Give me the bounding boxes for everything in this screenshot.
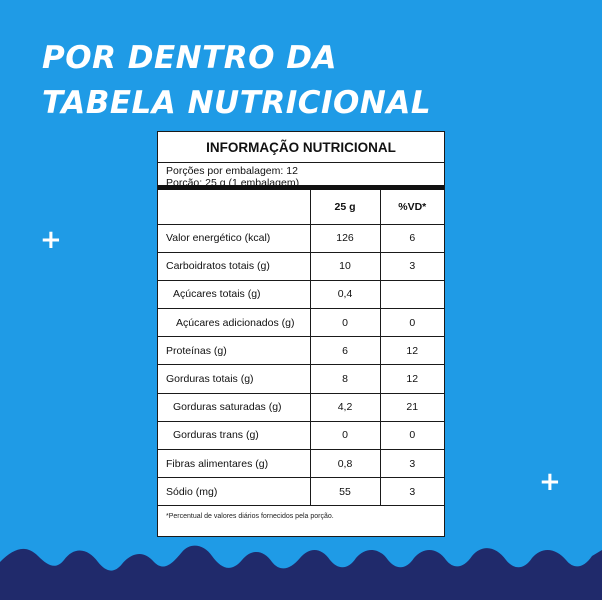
serving-size: Porção: 25 g (1 embalagem) (166, 176, 300, 189)
nutrition-table: 25 g %VD* Valor energético (kcal) 126 6 … (158, 190, 444, 507)
nutrient-name: Gorduras saturadas (g) (158, 392, 311, 422)
quantity-column-header: 25 g (309, 190, 381, 225)
servings-info: Porções por embalagem: 12 Porção: 25 g (… (158, 163, 444, 190)
nutrient-quantity: 0 (309, 420, 381, 451)
nutrient-quantity: 126 (309, 223, 381, 253)
nutrient-daily-value: 12 (379, 336, 444, 366)
nutrient-name: Açúcares totais (g) (158, 279, 311, 310)
headline-line-1: POR DENTRO DA (42, 40, 337, 76)
nutrient-quantity: 0,4 (309, 279, 381, 310)
nutrient-daily-value: 12 (379, 364, 444, 394)
nutrient-name: Gorduras trans (g) (158, 420, 311, 451)
servings-per-package: Porções por embalagem: 12 (166, 165, 298, 177)
headline: POR DENTRO DA TABELA NUTRICIONAL (42, 36, 431, 126)
nutrient-quantity: 4,2 (309, 392, 381, 422)
nutrient-quantity: 0,8 (309, 448, 381, 479)
nutrient-daily-value: 0 (379, 420, 444, 451)
nutrient-column-header (158, 190, 311, 225)
nutrient-daily-value: 3 (379, 477, 444, 507)
plus-icon: + (40, 225, 62, 255)
daily-value-column-header: %VD* (379, 190, 444, 225)
nutrient-name: Gorduras totais (g) (158, 364, 311, 394)
nutrient-row: Gorduras trans (g) 0 0 (158, 420, 444, 451)
nutrient-quantity: 6 (309, 336, 381, 366)
nutrient-quantity: 10 (309, 251, 381, 281)
nutrient-row: Fibras alimentares (g) 0,8 3 (158, 448, 444, 479)
plus-icon: + (539, 467, 561, 497)
nutrient-name: Sódio (mg) (158, 477, 311, 507)
nutrient-row: Açúcares totais (g) 0,4 (158, 279, 444, 310)
nutrition-facts-label: INFORMAÇÃO NUTRICIONAL Porções por embal… (157, 131, 445, 537)
nutrition-title: INFORMAÇÃO NUTRICIONAL (158, 132, 444, 163)
nutrient-row: Gorduras saturadas (g) 4,2 21 (158, 392, 444, 422)
nutrient-daily-value: 21 (379, 392, 444, 422)
nutrient-name: Carboidratos totais (g) (158, 251, 311, 281)
wave-pattern (0, 545, 602, 600)
daily-value-footnote: *Percentual de valores diários fornecido… (166, 513, 334, 521)
nutrient-name: Açúcares adicionados (g) (158, 308, 311, 338)
nutrient-row: Carboidratos totais (g) 10 3 (158, 251, 444, 281)
nutrient-name: Proteínas (g) (158, 336, 311, 366)
nutrient-row: Gorduras totais (g) 8 12 (158, 364, 444, 394)
headline-line-2: TABELA NUTRICIONAL (42, 85, 432, 121)
nutrient-daily-value: 3 (379, 448, 444, 479)
nutrient-daily-value: 3 (379, 251, 444, 281)
nutrient-name: Fibras alimentares (g) (158, 448, 311, 479)
nutrient-daily-value: 0 (379, 308, 444, 338)
nutrient-daily-value (379, 279, 444, 310)
nutrient-row: Proteínas (g) 6 12 (158, 336, 444, 366)
nutrition-header-row: 25 g %VD* (158, 190, 444, 225)
nutrient-daily-value: 6 (379, 223, 444, 253)
nutrient-row: Sódio (mg) 55 3 (158, 477, 444, 507)
nutrient-row: Valor energético (kcal) 126 6 (158, 223, 444, 253)
nutrient-row: Açúcares adicionados (g) 0 0 (158, 308, 444, 338)
nutrient-quantity: 8 (309, 364, 381, 394)
nutrient-quantity: 55 (309, 477, 381, 507)
nutrient-quantity: 0 (309, 308, 381, 338)
nutrient-name: Valor energético (kcal) (158, 223, 311, 253)
